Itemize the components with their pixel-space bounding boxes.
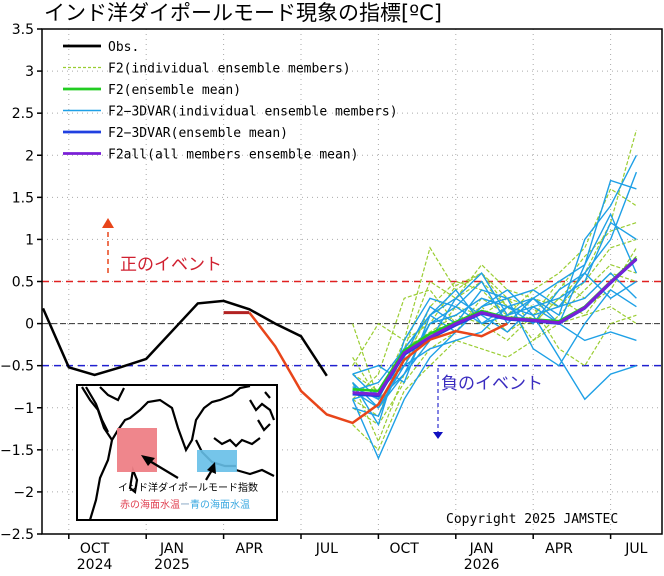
x-tick-label: JAN (469, 541, 494, 557)
x-tick-year: 2024 (77, 557, 113, 572)
positive-event-label: 正のイベント (120, 255, 222, 275)
y-tick-label: 1.5 (12, 190, 34, 206)
x-tick-label: JUL (624, 541, 647, 557)
legend-label-f2-members: F2(individual ensemble members) (108, 62, 351, 77)
y-tick-label: 0.5 (12, 275, 34, 291)
arrow-down-icon (433, 432, 443, 439)
x-tick-year: 2026 (464, 557, 500, 572)
x-tick-label: APR (545, 541, 573, 557)
arrow-icon (207, 462, 216, 474)
inset-map: インド洋ダイポールモード指数 赤の海面水温ー青の海面水温 (76, 384, 278, 521)
formula-blue: 青の海面水温 (190, 498, 250, 511)
obs-line (41, 299, 328, 377)
y-axis: 3.5 3 2.5 2 1.5 1 0.5 0 −0.5 −1 −1.5 −2 −2.5 (0, 22, 42, 543)
negative-event-annotation: 負のイベント (433, 368, 543, 439)
x-tick-label: APR (236, 541, 264, 557)
f2-3dvar-member-line (351, 289, 637, 461)
y-tick-label: 2.5 (12, 106, 34, 122)
y-tick-label: −1.5 (0, 443, 34, 459)
east-box (197, 450, 237, 472)
legend-label-obs: Obs. (108, 40, 139, 55)
f2-member-line (352, 246, 637, 401)
x-tick-year: 2025 (154, 557, 190, 572)
y-tick-label: 3.5 (12, 22, 34, 38)
legend-label-f2-3dvar-members: F2−3DVAR(individual ensemble members) (108, 105, 398, 120)
y-tick-label: −0.5 (0, 359, 34, 375)
legend: Obs. F2(individual ensemble members) F2(en… (63, 40, 398, 163)
y-tick-label: 0 (25, 317, 34, 333)
y-tick-label: 2 (25, 148, 34, 164)
plot-frame (41, 28, 663, 535)
f2-3dvar-member-line (352, 297, 637, 427)
latest-line (248, 311, 508, 425)
f2-member-line (352, 129, 637, 443)
arrow-icon (141, 455, 155, 466)
series (41, 129, 638, 461)
chart-title: インド洋ダイポールモード現象の指標[ºC] (44, 1, 442, 25)
inset-caption: インド洋ダイポールモード指数 (118, 481, 258, 494)
x-tick-label: JAN (159, 541, 184, 557)
legend-label-f2-mean: F2(ensemble mean) (108, 83, 241, 98)
negative-event-label: 負のイベント (441, 374, 543, 394)
legend-label-f2-3dvar-mean: F2−3DVAR(ensemble mean) (108, 126, 288, 141)
inset-formula: 赤の海面水温ー青の海面水温 (120, 498, 250, 511)
y-tick-label: 3 (25, 64, 34, 80)
f2-member-line (352, 264, 637, 451)
f2-3dvar-member-line (352, 221, 637, 401)
x-tick-label: OCT (80, 541, 110, 557)
x-tick-label: OCT (390, 541, 420, 557)
x-tick-label: JUL (315, 541, 338, 557)
y-tick-label: −2 (13, 485, 34, 501)
legend-label-f2all-mean: F2all(all members ensemble mean) (108, 148, 358, 163)
y-tick-label: −2.5 (0, 527, 34, 543)
arrow-up-icon (102, 218, 114, 228)
positive-event-annotation: 正のイベント (102, 218, 222, 275)
west-box (117, 428, 157, 472)
f2all-mean-line (352, 257, 638, 396)
y-tick-label: 1 (25, 232, 34, 248)
f2-member-line (352, 272, 637, 367)
formula-red: 赤の海面水温 (120, 498, 180, 511)
copyright: Copyright 2025 JAMSTEC (446, 512, 618, 527)
y-tick-label: −1 (13, 401, 34, 417)
f2-3dvar-member-line (352, 272, 637, 409)
formula-minus: ー (180, 500, 190, 511)
f2-member-line (352, 188, 637, 426)
